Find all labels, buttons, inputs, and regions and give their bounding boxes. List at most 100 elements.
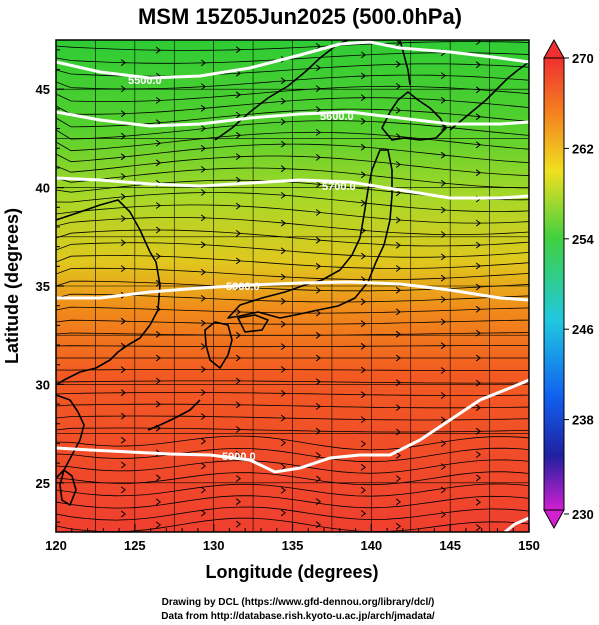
streamline-arrow xyxy=(280,140,287,148)
streamline-arrow xyxy=(120,110,127,118)
streamline-arrow xyxy=(395,161,402,168)
streamline-arrow xyxy=(360,227,367,234)
streamline-arrow xyxy=(155,331,162,338)
colorbar-tick-label: 270 xyxy=(572,51,594,66)
streamline-arrow xyxy=(120,412,127,420)
streamline-arrow xyxy=(120,193,127,201)
streamline-arrow xyxy=(280,463,287,471)
streamline xyxy=(56,427,529,433)
contour-label-5600: 5600.0 xyxy=(320,111,354,123)
streamline-arrow xyxy=(475,474,482,482)
streamline-arrow xyxy=(235,257,242,265)
streamline-arrow xyxy=(200,83,207,90)
streamline-arrow xyxy=(200,295,207,302)
streamline-arrow xyxy=(360,143,367,151)
streamline-arrow xyxy=(475,241,482,249)
streamline xyxy=(56,483,529,497)
streamline-arrow xyxy=(120,153,127,161)
streamline-arrow xyxy=(280,165,287,173)
hokkaido-coastline xyxy=(381,91,447,141)
streamline-arrow xyxy=(200,319,207,327)
streamline-arrow xyxy=(235,46,242,54)
streamline xyxy=(56,229,529,247)
streamline-arrow xyxy=(235,111,242,119)
streamline xyxy=(56,167,529,189)
streamline-arrow xyxy=(200,462,207,470)
streamline-arrow xyxy=(475,141,482,149)
streamline-arrow xyxy=(155,400,162,408)
streamline xyxy=(56,306,529,314)
streamline xyxy=(56,85,529,102)
contour-line-5800 xyxy=(56,280,529,302)
streamline-arrow xyxy=(440,367,447,374)
streamline-arrow xyxy=(280,219,287,227)
streamline-arrow xyxy=(120,389,127,397)
streamline xyxy=(56,344,529,348)
streamline xyxy=(56,242,529,258)
y-axis-label: Latitude (degrees) xyxy=(2,208,22,364)
streamline-arrow xyxy=(120,132,127,140)
streamline-arrow xyxy=(315,403,322,410)
streamline xyxy=(56,131,529,152)
streamline-arrow xyxy=(155,159,162,167)
streamline-arrow xyxy=(200,413,207,420)
streamlines xyxy=(56,40,529,532)
streamline-arrow xyxy=(315,378,322,386)
streamline-arrow xyxy=(120,486,127,494)
streamline-arrow xyxy=(395,452,402,459)
streamline-arrow xyxy=(235,202,242,210)
streamline-arrow xyxy=(200,125,207,132)
streamline-arrow xyxy=(315,181,322,188)
streamline-arrow xyxy=(475,283,482,291)
streamline-arrow xyxy=(200,59,207,67)
colorbar-bottom-triangle xyxy=(543,509,565,530)
streamline-arrow xyxy=(395,498,402,506)
streamline xyxy=(56,204,529,224)
streamline xyxy=(56,392,529,396)
streamline-arrow xyxy=(475,427,482,435)
streamline-arrow xyxy=(475,379,482,387)
streamline-arrow xyxy=(360,391,367,399)
streamline-arrow xyxy=(440,96,447,104)
streamline-arrow xyxy=(120,215,127,222)
streamline-arrow xyxy=(395,404,402,411)
streamline-arrow xyxy=(120,317,127,325)
streamline-arrow xyxy=(315,106,322,114)
streamline-arrow xyxy=(235,153,242,160)
contour-line-5500 xyxy=(56,40,529,80)
streamline-arrow xyxy=(440,179,447,187)
streamline-arrow xyxy=(315,427,322,435)
streamline-arrow xyxy=(395,354,402,362)
streamline-arrow xyxy=(235,354,242,362)
streamline xyxy=(56,280,529,292)
height-contours xyxy=(56,40,529,532)
streamline-arrow xyxy=(395,60,402,68)
streamline-arrow xyxy=(235,475,242,482)
streamline-arrow xyxy=(280,297,287,305)
colorbar-tick-label: 254 xyxy=(572,232,594,247)
streamline-arrow xyxy=(120,265,127,272)
streamline-arrow xyxy=(395,428,402,436)
x-tick-label: 140 xyxy=(360,538,382,553)
streamline-arrow xyxy=(475,262,482,270)
streamline-arrow xyxy=(200,241,207,249)
streamline xyxy=(56,471,529,486)
streamline-arrow xyxy=(475,498,482,506)
streamline-arrow xyxy=(155,498,162,506)
streamline-arrow xyxy=(360,252,367,260)
plot-area: 5500.0 5600.0 5700.0 5800.0 5900.0 xyxy=(55,39,530,533)
streamline-arrow xyxy=(120,173,127,180)
streamline-arrow xyxy=(315,287,322,294)
streamline-arrow xyxy=(235,176,242,184)
contour-line-5600 xyxy=(56,110,529,128)
colorbar-top-triangle xyxy=(543,38,565,59)
streamline-arrow xyxy=(360,51,367,59)
streamline xyxy=(56,267,529,281)
contour-label-5900: 5900.0 xyxy=(222,451,256,463)
streamline-arrow xyxy=(200,104,207,112)
streamline-arrow xyxy=(440,206,447,214)
streamline-arrow xyxy=(155,139,162,147)
streamline-arrow xyxy=(315,64,322,72)
streamline-arrow xyxy=(280,118,287,126)
